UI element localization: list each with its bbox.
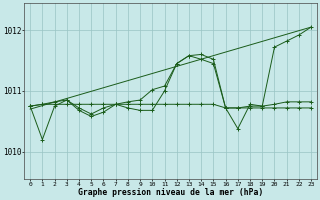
X-axis label: Graphe pression niveau de la mer (hPa): Graphe pression niveau de la mer (hPa) [78, 188, 263, 197]
